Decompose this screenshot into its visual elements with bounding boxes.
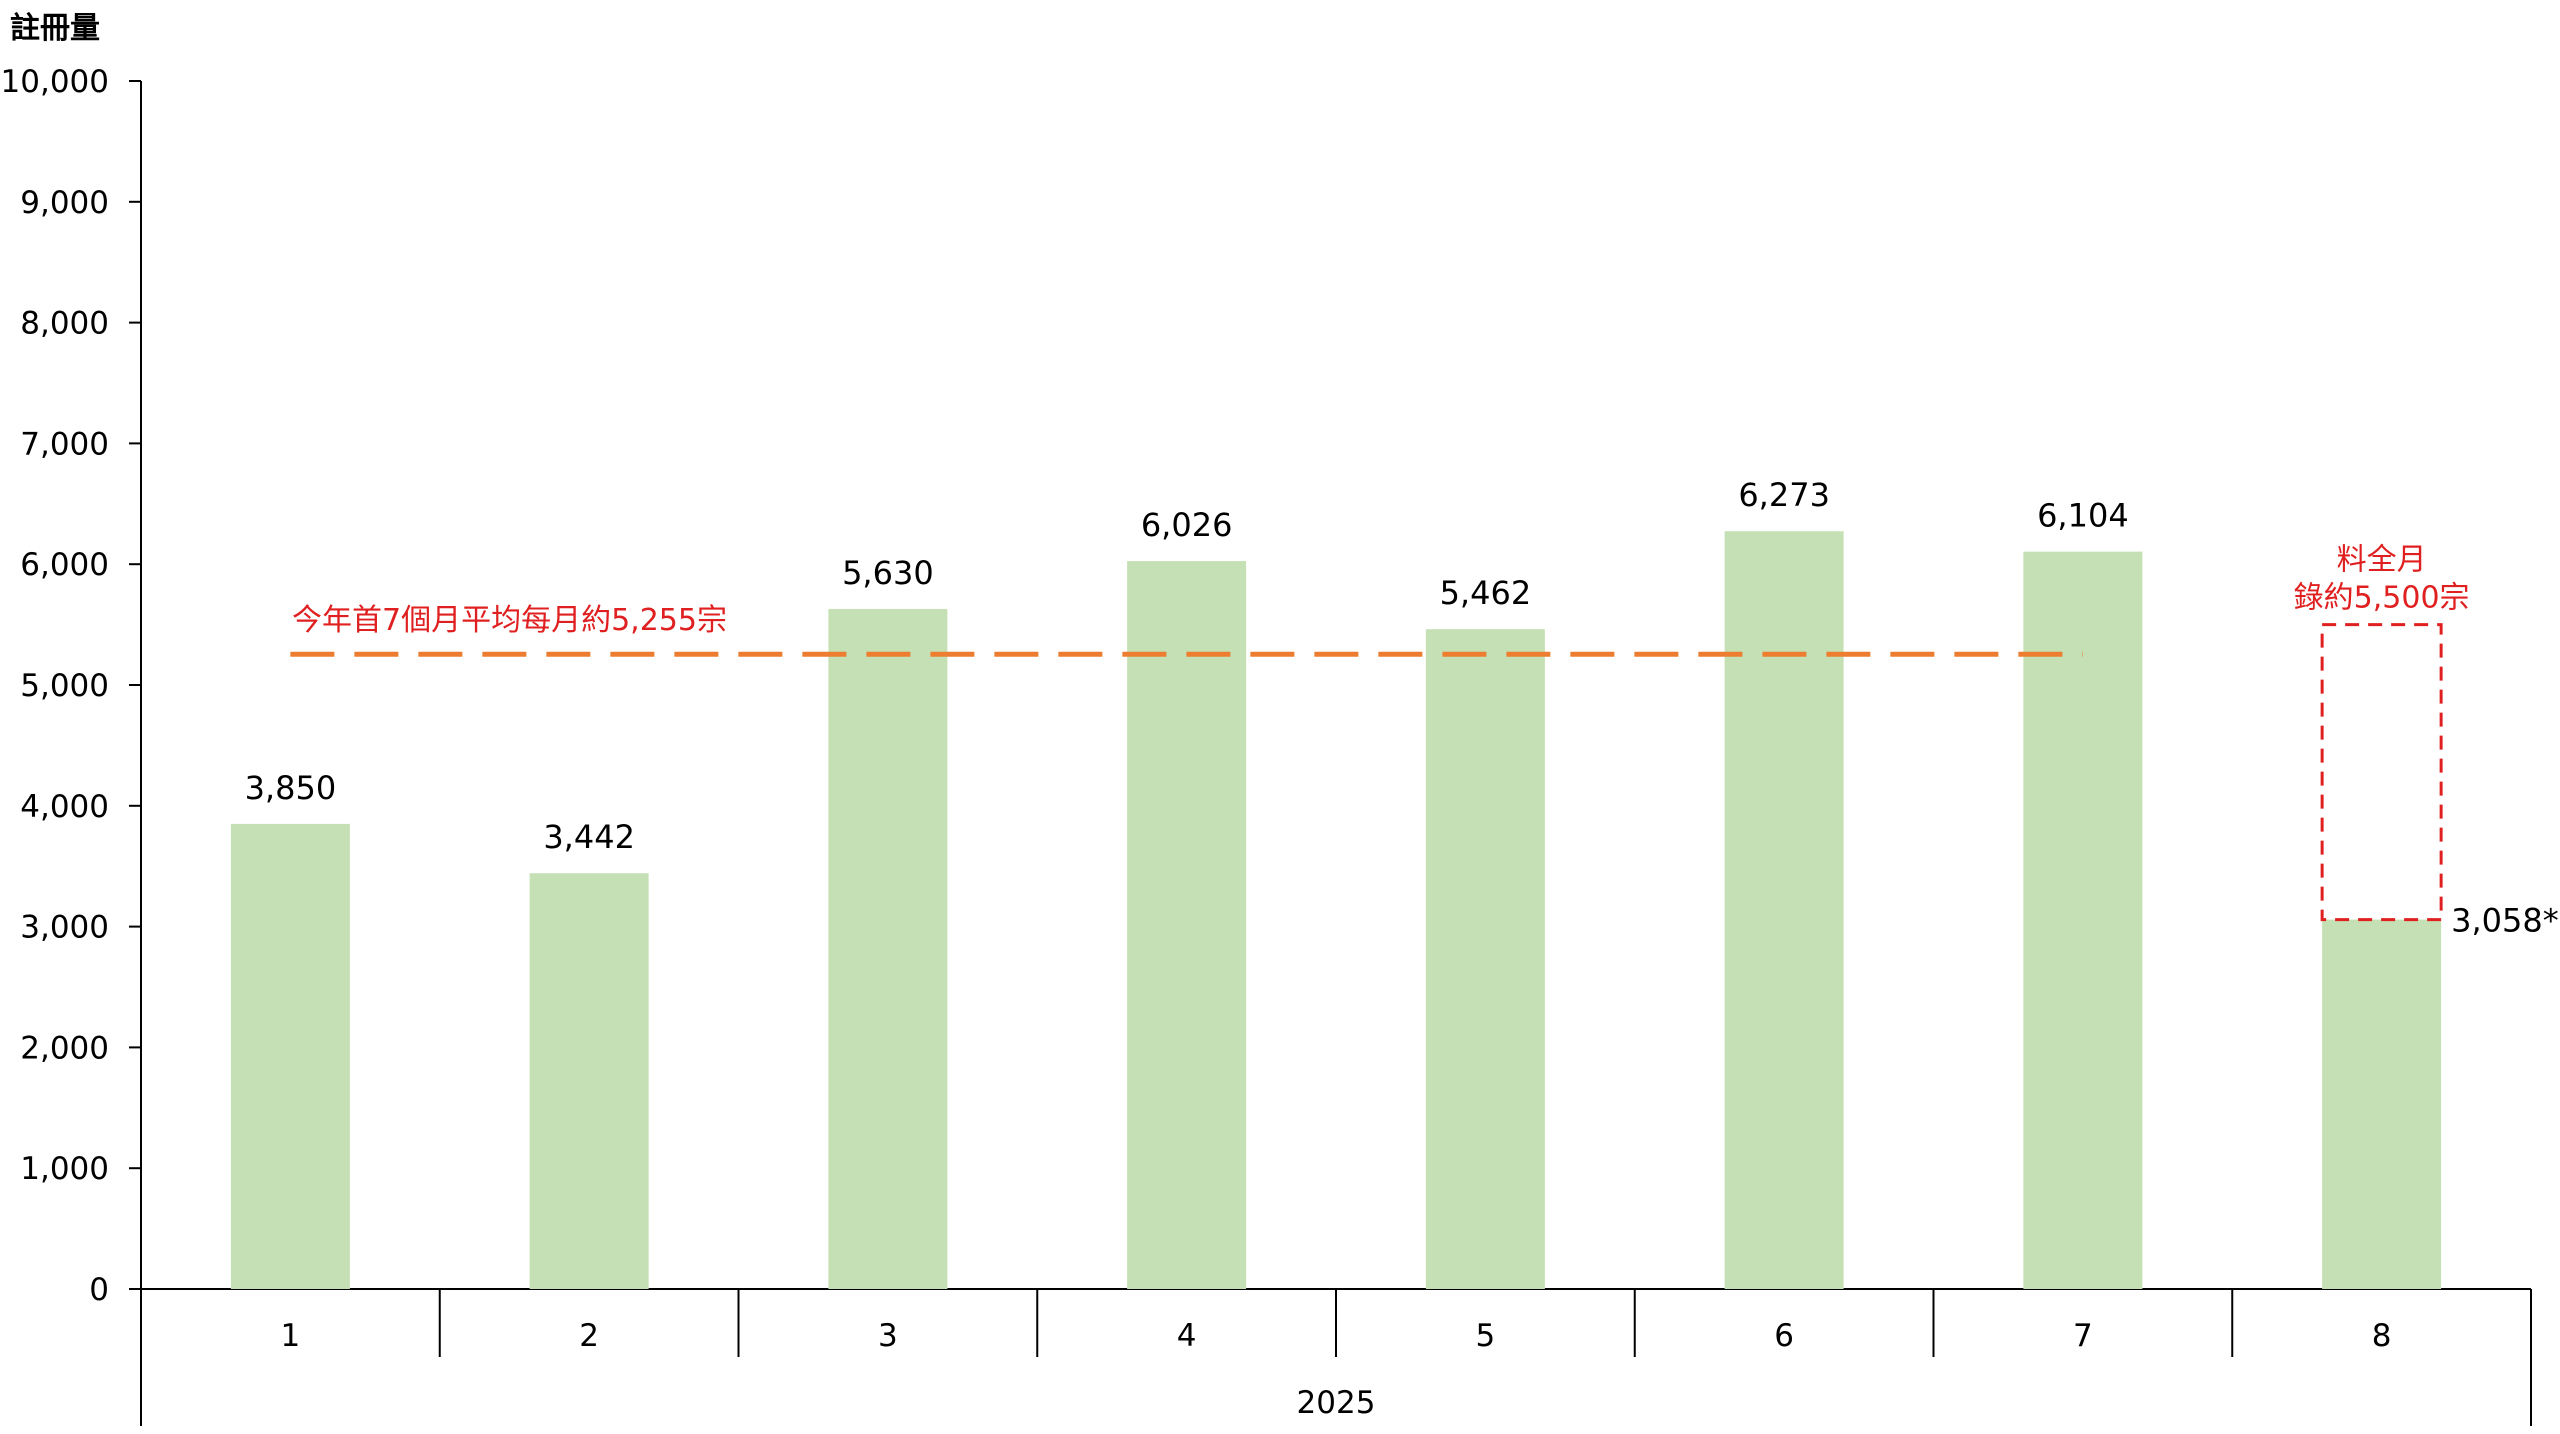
y-tick-label: 6,000 <box>20 547 109 583</box>
y-tick-label: 0 <box>89 1272 109 1308</box>
projection-label: 錄約5,500宗 <box>2294 581 2470 616</box>
x-tick-label: 1 <box>281 1318 301 1354</box>
bar <box>1425 629 1545 1289</box>
y-tick-label: 4,000 <box>20 789 109 825</box>
y-tick-label: 9,000 <box>20 185 109 221</box>
y-axis: 0 1,000 2,000 3,000 4,000 5,000 6,000 7,000 8,00… <box>1 64 142 1308</box>
data-label: 6,026 <box>1141 506 1233 544</box>
x-axis: 1 2 3 4 5 6 7 8 2025 <box>140 1288 2532 1426</box>
x-tick-label: 3 <box>878 1318 898 1354</box>
x-tick-label: 5 <box>1476 1318 1496 1354</box>
data-label: 5,462 <box>1440 574 1532 612</box>
y-tick-label: 3,000 <box>20 910 109 946</box>
average-line-label: 今年首7個月平均每月約5,255宗 <box>292 603 727 638</box>
x-tick-label: 4 <box>1177 1318 1197 1354</box>
y-axis-title: 註冊量 <box>10 11 100 46</box>
data-label: 3,058* <box>2451 902 2559 940</box>
bar <box>1724 531 1844 1289</box>
projection-box <box>2320 623 2443 922</box>
x-tick-label: 2 <box>579 1318 599 1354</box>
y-tick-label: 10,000 <box>1 64 109 100</box>
x-tick-label: 8 <box>2372 1318 2392 1354</box>
x-group-label: 2025 <box>1297 1385 1376 1421</box>
value-labels: 3,850 3,442 5,630 6,026 5,462 6,273 6,104 3,058… <box>245 476 2559 939</box>
bars <box>230 531 2442 1289</box>
bar <box>828 608 948 1289</box>
y-tick-label: 1,000 <box>20 1151 109 1187</box>
bar <box>1127 561 1247 1289</box>
bar <box>230 823 350 1289</box>
projection-label: 料全月 <box>2337 543 2427 578</box>
data-label: 5,630 <box>842 554 934 592</box>
y-tick-label: 7,000 <box>20 426 109 462</box>
data-label: 6,104 <box>2037 497 2129 535</box>
data-label: 3,850 <box>245 769 337 807</box>
bar <box>529 873 649 1289</box>
x-tick-label: 6 <box>1774 1318 1794 1354</box>
x-tick-label: 7 <box>2073 1318 2093 1354</box>
data-label: 6,273 <box>1738 476 1830 514</box>
y-tick-label: 8,000 <box>20 306 109 342</box>
y-tick-label: 5,000 <box>20 668 109 704</box>
data-label: 3,442 <box>543 818 635 856</box>
y-tick-label: 2,000 <box>20 1030 109 1066</box>
bar <box>2322 919 2442 1289</box>
bar <box>2023 551 2143 1289</box>
